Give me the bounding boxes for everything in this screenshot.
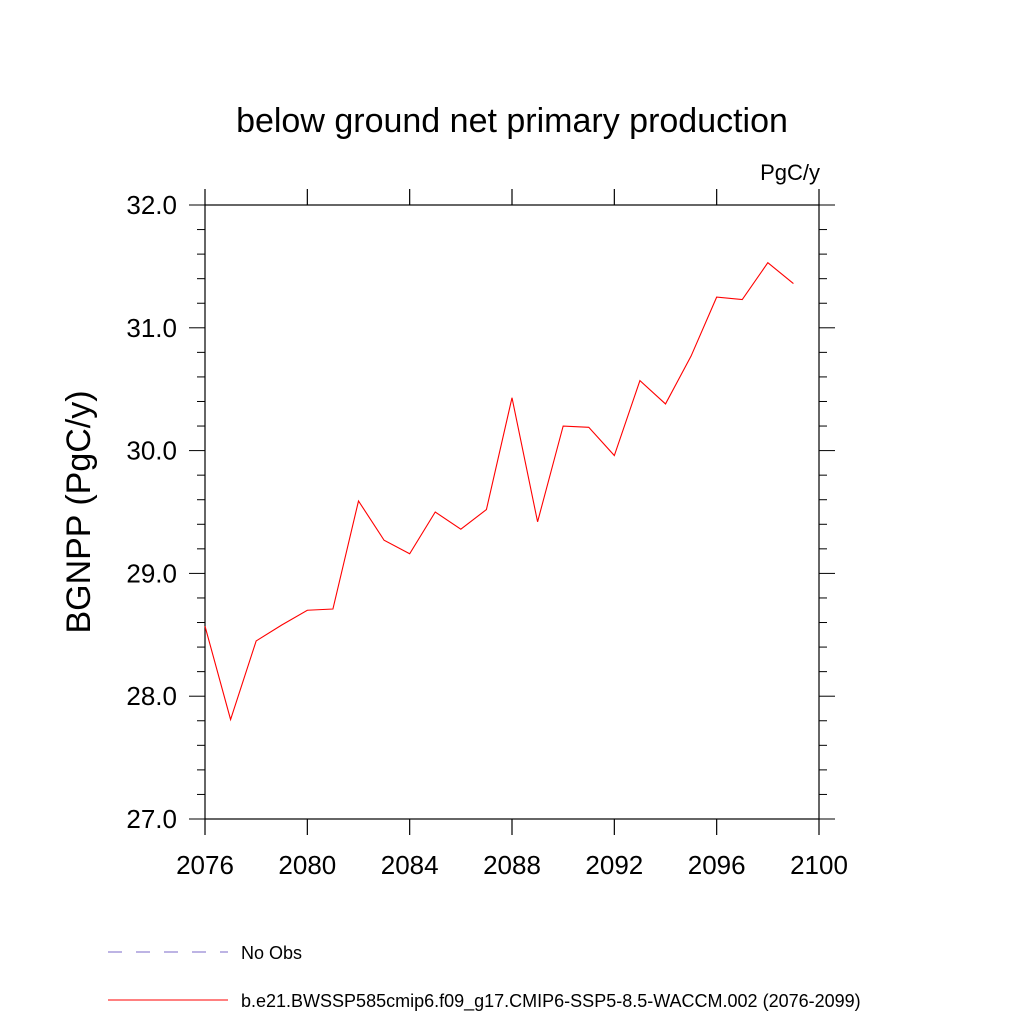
legend: No Obs b.e21.BWSSP585cmip6.f09_g17.CMIP6-… <box>108 943 861 1012</box>
chart-title: below ground net primary production <box>236 102 788 140</box>
units-label: PgC/y <box>760 160 820 185</box>
y-tick-label: 29.0 <box>126 558 177 588</box>
legend-label: b.e21.BWSSP585cmip6.f09_g17.CMIP6-SSP5-8… <box>241 991 861 1012</box>
axis-ticks <box>189 189 835 835</box>
y-tick-label: 31.0 <box>126 313 177 343</box>
x-tick-label: 2088 <box>483 850 541 880</box>
x-tick-label: 2096 <box>688 850 746 880</box>
series-layer <box>204 261 794 722</box>
y-tick-label: 30.0 <box>126 436 177 466</box>
legend-label: No Obs <box>241 943 302 963</box>
series-line <box>204 261 794 722</box>
y-tick-label: 27.0 <box>126 804 177 834</box>
y-tick-label: 28.0 <box>126 681 177 711</box>
y-tick-label: 32.0 <box>126 190 177 220</box>
axis-tick-labels: 2076 2080 2084 2088 2092 2096 2100 27.0 28.0 29.0… <box>126 190 848 880</box>
x-tick-label: 2100 <box>790 850 848 880</box>
plot-frame <box>204 204 820 820</box>
x-tick-label: 2084 <box>381 850 439 880</box>
x-tick-label: 2092 <box>585 850 643 880</box>
y-axis-label: BGNPP (PgC/y) <box>60 390 98 633</box>
x-tick-label: 2080 <box>278 850 336 880</box>
x-tick-label: 2076 <box>176 850 234 880</box>
